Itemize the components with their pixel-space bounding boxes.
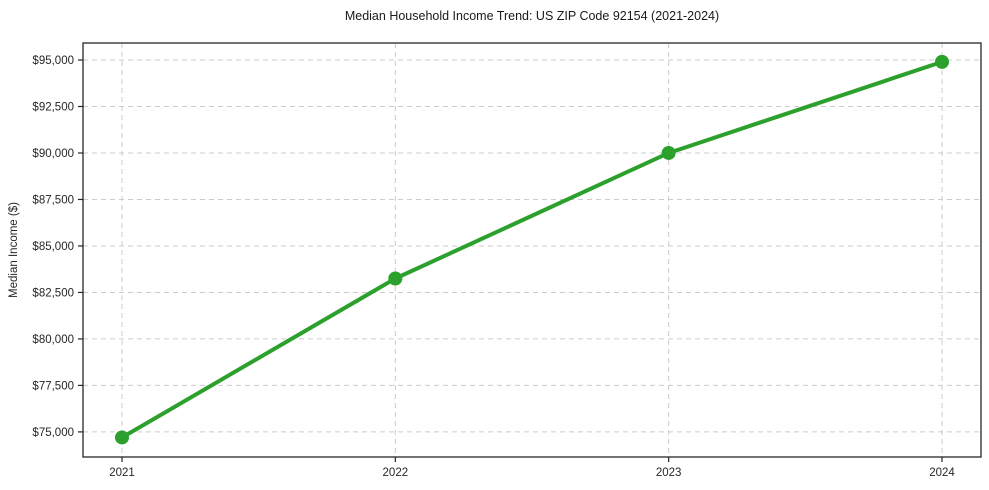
y-tick-label: $85,000 — [32, 241, 74, 253]
x-tick-label: 2021 — [109, 467, 135, 479]
y-axis-title: Median Income ($) — [8, 202, 20, 298]
y-tick-label: $75,000 — [32, 427, 74, 439]
x-tick-label: 2024 — [929, 467, 955, 479]
y-tick-label: $95,000 — [32, 55, 74, 67]
chart-title: Median Household Income Trend: US ZIP Co… — [344, 9, 720, 23]
y-tick-label: $92,500 — [32, 101, 74, 113]
y-tick-label: $87,500 — [32, 194, 74, 206]
y-tick-label: $90,000 — [32, 148, 74, 160]
y-tick-label: $77,500 — [32, 380, 74, 392]
y-tick-label: $80,000 — [32, 334, 74, 346]
data-point-2024 — [935, 54, 949, 69]
plot-border — [82, 42, 982, 458]
trend-line — [120, 59, 944, 440]
data-point-2023 — [661, 145, 676, 160]
x-tick-label: 2023 — [656, 467, 682, 479]
data-point-2021 — [115, 430, 129, 445]
x-tick-label: 2022 — [383, 467, 409, 479]
y-tick-label: $82,500 — [32, 287, 74, 299]
data-point-2022 — [388, 271, 403, 286]
